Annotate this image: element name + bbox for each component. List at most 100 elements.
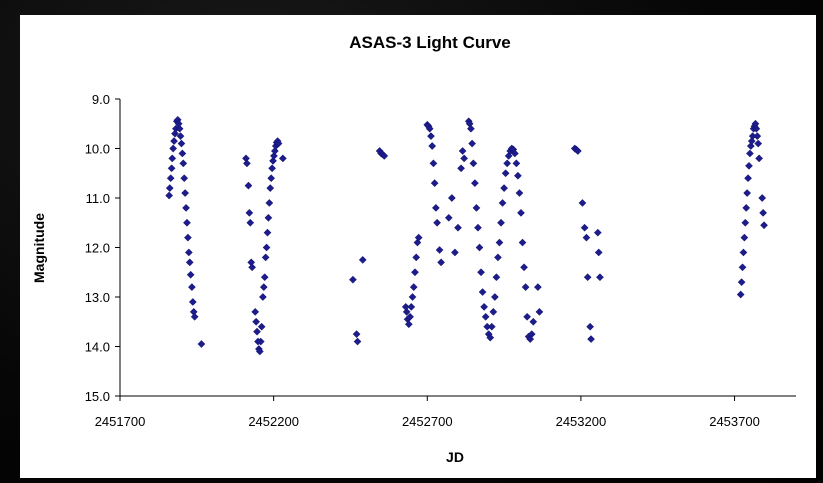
data-point	[739, 248, 748, 257]
data-point	[184, 248, 193, 257]
data-point	[165, 191, 174, 200]
data-point	[521, 283, 530, 291]
data-point	[358, 255, 367, 264]
data-point	[251, 307, 260, 316]
data-point	[512, 159, 521, 168]
data-point	[460, 154, 469, 163]
data-point	[578, 199, 587, 207]
data-point	[573, 147, 582, 155]
plot-axes	[115, 98, 796, 401]
data-point	[495, 238, 504, 247]
x-tick-label: 2452700	[402, 414, 453, 429]
data-point	[478, 288, 487, 296]
data-point	[428, 142, 437, 150]
data-point	[759, 208, 768, 217]
data-point	[267, 174, 276, 183]
data-point	[501, 169, 510, 178]
data-point	[248, 263, 257, 272]
data-point	[408, 293, 417, 301]
data-point	[169, 144, 178, 153]
data-point	[594, 248, 603, 257]
x-tick-label: 2453700	[709, 414, 760, 429]
chart-panel	[20, 15, 816, 478]
data-point	[261, 253, 270, 262]
data-point	[469, 159, 478, 168]
data-point	[269, 156, 277, 165]
y-tick-label: 15.0	[85, 389, 110, 404]
data-point	[527, 330, 536, 339]
data-point	[406, 312, 414, 321]
data-point	[262, 243, 271, 252]
data-point	[740, 233, 749, 242]
data-point	[427, 132, 435, 141]
data-point	[186, 270, 195, 279]
data-point	[583, 273, 592, 282]
data-point	[177, 139, 186, 148]
data-point	[755, 154, 764, 163]
data-point	[425, 124, 434, 133]
data-point	[510, 149, 519, 158]
data-point	[437, 258, 445, 267]
data-point	[184, 233, 192, 242]
data-point	[467, 124, 475, 133]
chart-title: ASAS-3 Light Curve	[349, 33, 511, 52]
data-point	[520, 263, 528, 272]
tick-labels: 2451700 2452200 2452700 2453200 2453700 9.0 10…	[85, 92, 760, 429]
data-point	[245, 208, 254, 217]
data-point	[181, 189, 190, 197]
data-point	[435, 246, 444, 254]
data-point	[587, 335, 595, 343]
data-point	[429, 159, 438, 168]
data-point	[252, 317, 261, 326]
data-point	[490, 293, 499, 301]
data-point	[178, 149, 187, 158]
data-point	[433, 218, 441, 227]
x-tick-label: 2451700	[95, 414, 146, 429]
y-tick-label: 14.0	[85, 340, 110, 355]
data-point	[747, 137, 756, 145]
data-point	[402, 307, 411, 316]
data-point	[517, 208, 525, 217]
data-point	[404, 320, 413, 329]
data-point	[746, 149, 754, 158]
data-point	[412, 253, 421, 262]
data-point	[458, 147, 467, 155]
data-point	[514, 171, 522, 180]
data-point	[760, 221, 768, 230]
data-point	[259, 283, 268, 291]
data-point	[268, 164, 276, 173]
data-point	[243, 159, 251, 168]
data-point	[481, 312, 490, 321]
data-point	[529, 317, 538, 326]
data-point	[500, 184, 508, 192]
data-point	[752, 124, 761, 133]
data-point	[190, 312, 199, 321]
data-point	[349, 275, 357, 284]
y-tick-label: 11.0	[86, 191, 110, 206]
data-point	[494, 253, 502, 262]
data-point	[257, 322, 266, 331]
data-point	[183, 218, 191, 227]
data-point	[498, 199, 507, 207]
data-point	[244, 181, 253, 190]
data-point	[472, 204, 481, 212]
data-point	[534, 283, 542, 291]
data-point	[167, 164, 176, 173]
data-point	[475, 243, 484, 252]
data-point	[430, 179, 439, 188]
data-point	[487, 322, 496, 331]
data-point	[166, 174, 175, 183]
data-point	[471, 179, 479, 188]
data-point	[266, 184, 275, 192]
x-tick-label: 2452200	[248, 414, 299, 429]
data-point	[586, 322, 595, 331]
data-point	[258, 293, 267, 301]
data-point	[176, 132, 185, 141]
data-point	[171, 129, 179, 138]
y-tick-label: 9.0	[92, 92, 110, 107]
data-point	[741, 218, 750, 227]
data-point	[256, 337, 265, 346]
data-point	[179, 159, 188, 168]
data-point	[480, 303, 489, 311]
